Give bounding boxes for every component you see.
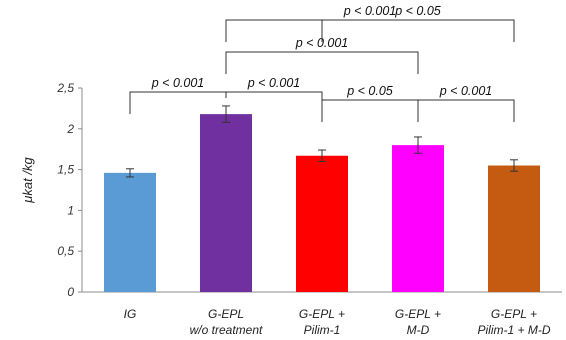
p-value-label: p < 0.001 [295, 36, 348, 50]
category-label: G-EPL + Pilim-1 [299, 307, 345, 337]
p-value-label: p < 0.001 [439, 84, 492, 98]
bar [488, 165, 540, 292]
p-value-label: p < 0.05 [394, 4, 441, 18]
significance-bracket: p < 0.05 [321, 4, 515, 42]
p-value-label: p < 0.001 [151, 76, 204, 90]
category-label: G-EPL + Pilim-1 + M-D [477, 307, 550, 337]
category-label-line: G-EPL + [395, 307, 441, 321]
bar [392, 145, 444, 292]
y-tick-label: 2 [66, 122, 74, 136]
y-tick-label: 1,5 [57, 163, 74, 177]
significance-bracket: p < 0.001 [225, 4, 515, 42]
error-bar [318, 149, 326, 162]
category-label: G-EPL w/o treatment [190, 307, 263, 337]
bar [104, 172, 156, 292]
error-bars [126, 105, 518, 178]
p-value-label: p < 0.05 [346, 84, 393, 98]
bar [200, 114, 252, 292]
significance-bracket: p < 0.001 [225, 76, 323, 114]
category-label-line: M-D [407, 323, 430, 337]
category-label-line: G-EPL + [299, 307, 345, 321]
category-label: G-EPL + M-D [395, 307, 441, 337]
bar [296, 155, 348, 292]
p-value-label: p < 0.001 [247, 76, 300, 90]
significance-bracket: p < 0.001 [417, 84, 515, 122]
y-tick-label: 1 [67, 203, 74, 217]
error-bar [126, 168, 134, 178]
bars [104, 114, 540, 292]
category-label-line: G-EPL + [491, 307, 537, 321]
y-tick-label: 0,5 [57, 244, 74, 258]
y-axis: 0 0,5 1 1,5 2 2,5 [56, 81, 562, 299]
category-label-line: w/o treatment [190, 323, 263, 337]
p-value-label: p < 0.001 [343, 4, 396, 18]
significance-bracket: p < 0.001 [225, 36, 419, 74]
category-label: IG [124, 307, 137, 321]
error-bar [510, 159, 518, 172]
error-bar [414, 136, 422, 154]
significance-bracket: p < 0.05 [321, 84, 419, 122]
y-axis-label: μkat /kg [20, 157, 35, 204]
category-label-line: Pilim-1 + M-D [477, 323, 550, 337]
category-label-line: IG [124, 307, 137, 321]
error-bar [222, 105, 230, 123]
category-label-line: Pilim-1 [304, 323, 341, 337]
y-tick-label: 2,5 [56, 81, 74, 95]
category-label-line: G-EPL [208, 307, 244, 321]
significance-bracket: p < 0.001 [129, 76, 227, 114]
y-tick-label: 0 [67, 285, 74, 299]
